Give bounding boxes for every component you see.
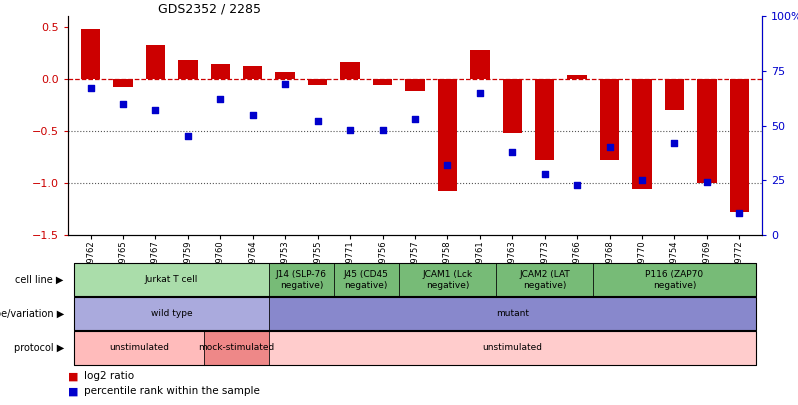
Text: cell line ▶: cell line ▶ <box>15 275 64 285</box>
Text: wild type: wild type <box>151 309 192 318</box>
Bar <box>373 79 393 85</box>
Text: P116 (ZAP70
negative): P116 (ZAP70 negative) <box>646 270 704 290</box>
Bar <box>113 79 132 87</box>
Text: GDS2352 / 2285: GDS2352 / 2285 <box>158 2 261 15</box>
Bar <box>340 62 360 79</box>
Text: ■: ■ <box>68 371 78 381</box>
Point <box>409 116 421 122</box>
Point <box>506 149 519 155</box>
Bar <box>697 79 717 183</box>
Point <box>117 100 129 107</box>
Point <box>441 162 454 168</box>
Bar <box>600 79 619 160</box>
Bar <box>535 79 555 160</box>
Point <box>571 181 583 188</box>
Point <box>603 144 616 151</box>
Text: mutant: mutant <box>496 309 529 318</box>
Bar <box>470 49 490 79</box>
Bar <box>567 75 587 79</box>
Point <box>539 171 551 177</box>
Point <box>701 179 713 185</box>
Point <box>376 127 389 133</box>
Point <box>84 85 97 92</box>
Bar <box>81 29 101 79</box>
Point <box>214 96 227 102</box>
Point <box>247 111 259 118</box>
Bar <box>243 66 263 79</box>
Text: genotype/variation ▶: genotype/variation ▶ <box>0 309 64 319</box>
Bar <box>665 79 684 110</box>
Point <box>344 127 357 133</box>
Text: log2 ratio: log2 ratio <box>84 371 134 381</box>
Point <box>181 133 194 140</box>
Text: JCAM2 (LAT
negative): JCAM2 (LAT negative) <box>519 270 570 290</box>
Bar <box>211 64 230 79</box>
Bar <box>503 79 522 133</box>
Bar <box>308 79 327 85</box>
Point <box>279 81 291 87</box>
Point <box>473 90 486 96</box>
Point <box>668 140 681 146</box>
Bar <box>632 79 652 189</box>
Text: J14 (SLP-76
negative): J14 (SLP-76 negative) <box>276 270 327 290</box>
Text: protocol ▶: protocol ▶ <box>14 343 64 353</box>
Bar <box>405 79 425 91</box>
Text: Jurkat T cell: Jurkat T cell <box>145 275 199 284</box>
Point <box>311 118 324 124</box>
Text: JCAM1 (Lck
negative): JCAM1 (Lck negative) <box>422 270 472 290</box>
Bar <box>146 45 165 79</box>
Text: J45 (CD45
negative): J45 (CD45 negative) <box>344 270 389 290</box>
Bar <box>729 79 749 212</box>
Point <box>149 107 162 113</box>
Text: unstimulated: unstimulated <box>482 343 543 352</box>
Bar <box>437 79 457 191</box>
Text: percentile rank within the sample: percentile rank within the sample <box>84 386 259 396</box>
Text: mock-stimulated: mock-stimulated <box>199 343 275 352</box>
Point <box>733 210 746 216</box>
Point <box>636 177 649 183</box>
Bar <box>275 72 295 79</box>
Text: ■: ■ <box>68 386 78 396</box>
Bar <box>178 60 198 79</box>
Text: unstimulated: unstimulated <box>109 343 169 352</box>
